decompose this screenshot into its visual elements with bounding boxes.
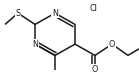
Text: N: N (32, 40, 38, 49)
Text: S: S (15, 9, 21, 18)
Text: Cl: Cl (90, 4, 98, 13)
Text: N: N (52, 9, 58, 18)
Text: O: O (92, 65, 98, 74)
Text: O: O (109, 40, 115, 49)
